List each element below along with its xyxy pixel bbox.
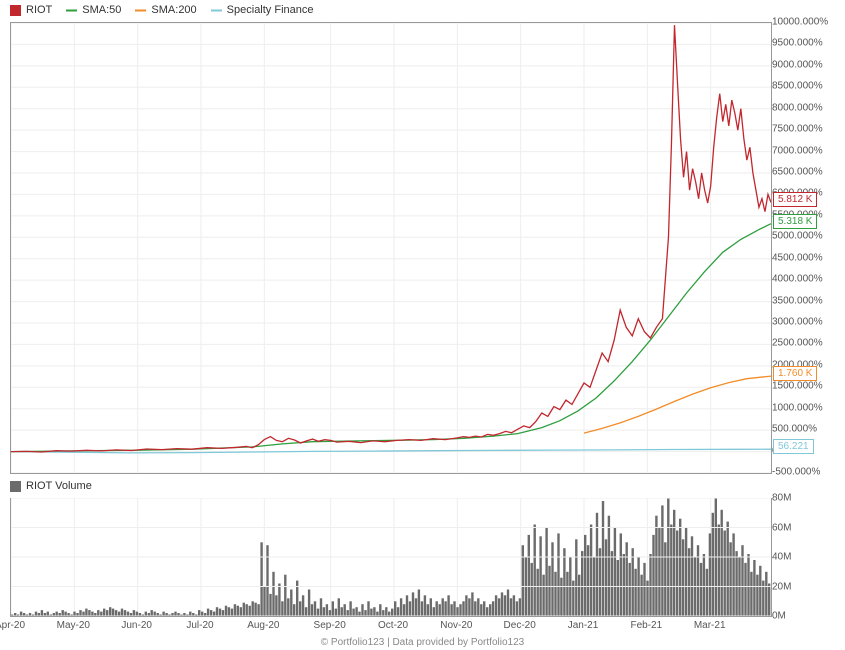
x-tick: May-20	[57, 620, 90, 631]
volume-svg	[11, 498, 771, 616]
swatch-sma50	[66, 5, 77, 16]
y-tick: 8000.000%	[772, 102, 823, 113]
y-tick: -500.000%	[772, 467, 820, 478]
x-tick: Jan-21	[568, 620, 599, 631]
volume-legend-label: RIOT Volume	[26, 480, 92, 492]
legend-label: SMA:200	[151, 4, 196, 16]
swatch-riot	[10, 5, 21, 16]
x-tick: Jun-20	[121, 620, 152, 631]
end-label-sma200: 1.760 K	[773, 366, 817, 381]
end-label-riot: 5.812 K	[773, 192, 817, 207]
price-legend: RIOT SMA:50 SMA:200 Specialty Finance	[10, 4, 314, 16]
y-tick: 7500.000%	[772, 124, 823, 135]
volume-y-tick: 60M	[772, 522, 791, 533]
x-tick: Apr-20	[0, 620, 25, 631]
legend-item-specialty: Specialty Finance	[211, 4, 314, 16]
y-tick: 500.000%	[772, 424, 817, 435]
price-chart	[10, 22, 772, 474]
swatch-sma200	[135, 5, 146, 16]
y-tick: 9500.000%	[772, 38, 823, 49]
x-tick: Oct-20	[378, 620, 408, 631]
volume-y-tick: 80M	[772, 493, 791, 504]
y-axis: -500.000%0.000%500.000%1000.000%1500.000…	[772, 22, 842, 472]
end-label-sma50: 5.318 K	[773, 214, 817, 229]
legend-item-riot: RIOT	[10, 4, 52, 16]
y-tick: 3500.000%	[772, 295, 823, 306]
y-tick: 10000.000%	[772, 17, 828, 28]
legend-label: Specialty Finance	[227, 4, 314, 16]
x-tick: Jul-20	[186, 620, 213, 631]
x-tick: Aug-20	[247, 620, 279, 631]
x-tick: Dec-20	[504, 620, 536, 631]
legend-item-sma50: SMA:50	[66, 4, 121, 16]
y-tick: 9000.000%	[772, 59, 823, 70]
y-tick: 8500.000%	[772, 81, 823, 92]
volume-y-tick: 0M	[772, 611, 786, 622]
y-tick: 4500.000%	[772, 252, 823, 263]
x-tick: Mar-21	[694, 620, 726, 631]
y-tick: 1000.000%	[772, 402, 823, 413]
y-tick: 2500.000%	[772, 338, 823, 349]
price-svg	[11, 23, 771, 473]
x-tick: Nov-20	[440, 620, 472, 631]
volume-y-tick: 20M	[772, 581, 791, 592]
y-tick: 4000.000%	[772, 274, 823, 285]
swatch-volume	[10, 481, 21, 492]
chart-credit: © Portfolio123 | Data provided by Portfo…	[0, 637, 845, 648]
volume-y-tick: 40M	[772, 552, 791, 563]
y-tick: 7000.000%	[772, 145, 823, 156]
end-label-specialty: 56.221	[773, 439, 814, 454]
y-tick: 5000.000%	[772, 231, 823, 242]
y-tick: 3000.000%	[772, 317, 823, 328]
y-tick: 1500.000%	[772, 381, 823, 392]
volume-chart	[10, 498, 772, 617]
swatch-specialty	[211, 5, 222, 16]
legend-item-sma200: SMA:200	[135, 4, 196, 16]
volume-y-axis: 0M20M40M60M80M	[772, 498, 832, 616]
legend-label: SMA:50	[82, 4, 121, 16]
volume-legend: RIOT Volume	[10, 480, 92, 492]
y-tick: 6500.000%	[772, 167, 823, 178]
x-tick: Sep-20	[314, 620, 346, 631]
legend-label: RIOT	[26, 4, 52, 16]
x-tick: Feb-21	[631, 620, 663, 631]
